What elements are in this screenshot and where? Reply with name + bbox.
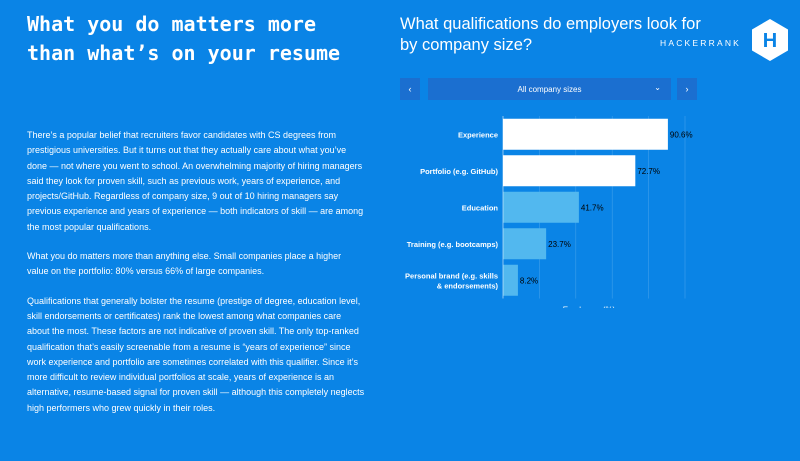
brand-name: HACKERRANK bbox=[660, 38, 742, 48]
next-button[interactable]: › bbox=[677, 78, 697, 100]
data-label: 41.7% bbox=[581, 203, 604, 212]
paragraph: What you do matters more than anything e… bbox=[27, 251, 342, 277]
chevron-down-icon: ⌄ bbox=[654, 83, 661, 92]
hackerrank-logo[interactable]: H bbox=[750, 18, 790, 62]
bar-chart: 90.6% Experience 72.7% Portfolio (e.g. GitH… bbox=[405, 116, 693, 309]
category-label: & endorsements) bbox=[437, 281, 499, 290]
bar bbox=[503, 264, 518, 296]
data-label: 23.7% bbox=[548, 240, 571, 249]
x-axis-label: Employers (%) bbox=[563, 306, 616, 309]
bar bbox=[503, 191, 579, 223]
chevron-right-icon: › bbox=[685, 84, 689, 94]
article-body: There’s a popular belief that recruiters… bbox=[27, 128, 365, 430]
chart-title: What qualifications do employers look fo… bbox=[400, 15, 701, 54]
bar bbox=[503, 155, 636, 187]
category-label: Experience bbox=[458, 130, 498, 139]
company-size-select[interactable]: All company sizes ⌄ bbox=[428, 78, 671, 100]
bar bbox=[503, 228, 547, 260]
data-label: 90.6% bbox=[670, 130, 693, 139]
category-label: Training (e.g. bootcamps) bbox=[407, 240, 499, 249]
category-label: Education bbox=[462, 203, 499, 212]
paragraph: There’s a popular belief that recruiters… bbox=[27, 130, 364, 232]
previous-button[interactable]: ‹ bbox=[400, 78, 420, 100]
category-label: Portfolio (e.g. GitHub) bbox=[420, 167, 498, 176]
logo-hexagon bbox=[752, 19, 788, 61]
paragraph: Qualifications that generally bolster th… bbox=[27, 295, 365, 413]
logo-letter: H bbox=[763, 30, 777, 52]
chevron-left-icon: ‹ bbox=[408, 84, 412, 94]
headline: What you do matters more than what’s on … bbox=[27, 12, 341, 65]
select-value: All company sizes bbox=[517, 84, 582, 94]
category-label: Personal brand (e.g. skills bbox=[405, 271, 498, 280]
data-label: 8.2% bbox=[520, 276, 538, 285]
bar bbox=[503, 118, 668, 150]
data-label: 72.7% bbox=[637, 167, 660, 176]
